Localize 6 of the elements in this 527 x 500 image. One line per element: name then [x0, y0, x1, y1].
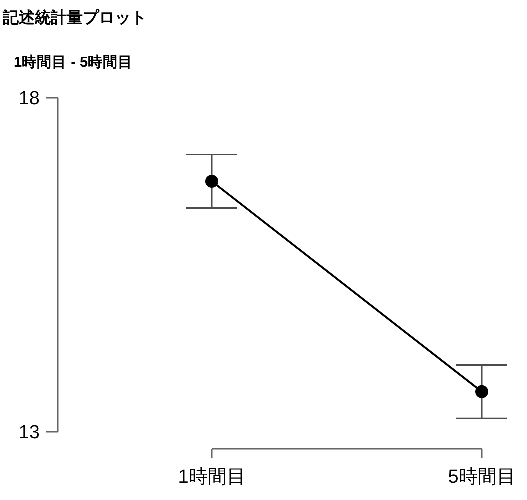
chart-title: 記述統計量プロット [2, 9, 147, 27]
x-tick-label: 1時間目 [178, 467, 246, 488]
y-tick-label: 13 [18, 422, 40, 444]
chart-subtitle: 1時間目 - 5時間目 [14, 54, 134, 71]
y-tick-label: 18 [18, 88, 40, 110]
x-tick-label: 5時間目 [448, 467, 516, 488]
